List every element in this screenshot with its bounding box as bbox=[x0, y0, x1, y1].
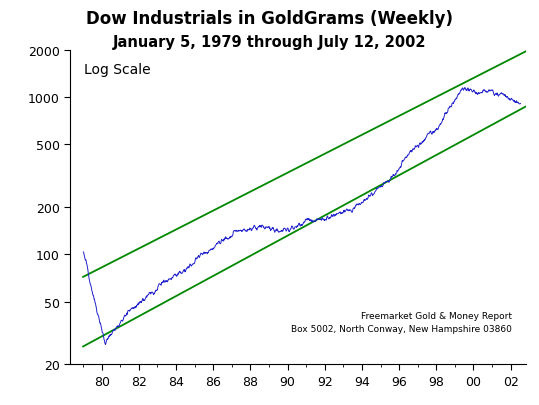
Text: Log Scale: Log Scale bbox=[84, 63, 150, 77]
Text: January 5, 1979 through July 12, 2002: January 5, 1979 through July 12, 2002 bbox=[113, 34, 426, 49]
Text: Dow Industrials in GoldGrams (Weekly): Dow Industrials in GoldGrams (Weekly) bbox=[86, 10, 453, 28]
Text: Freemarket Gold & Money Report
Box 5002, North Conway, New Hampshire 03860: Freemarket Gold & Money Report Box 5002,… bbox=[291, 312, 512, 333]
